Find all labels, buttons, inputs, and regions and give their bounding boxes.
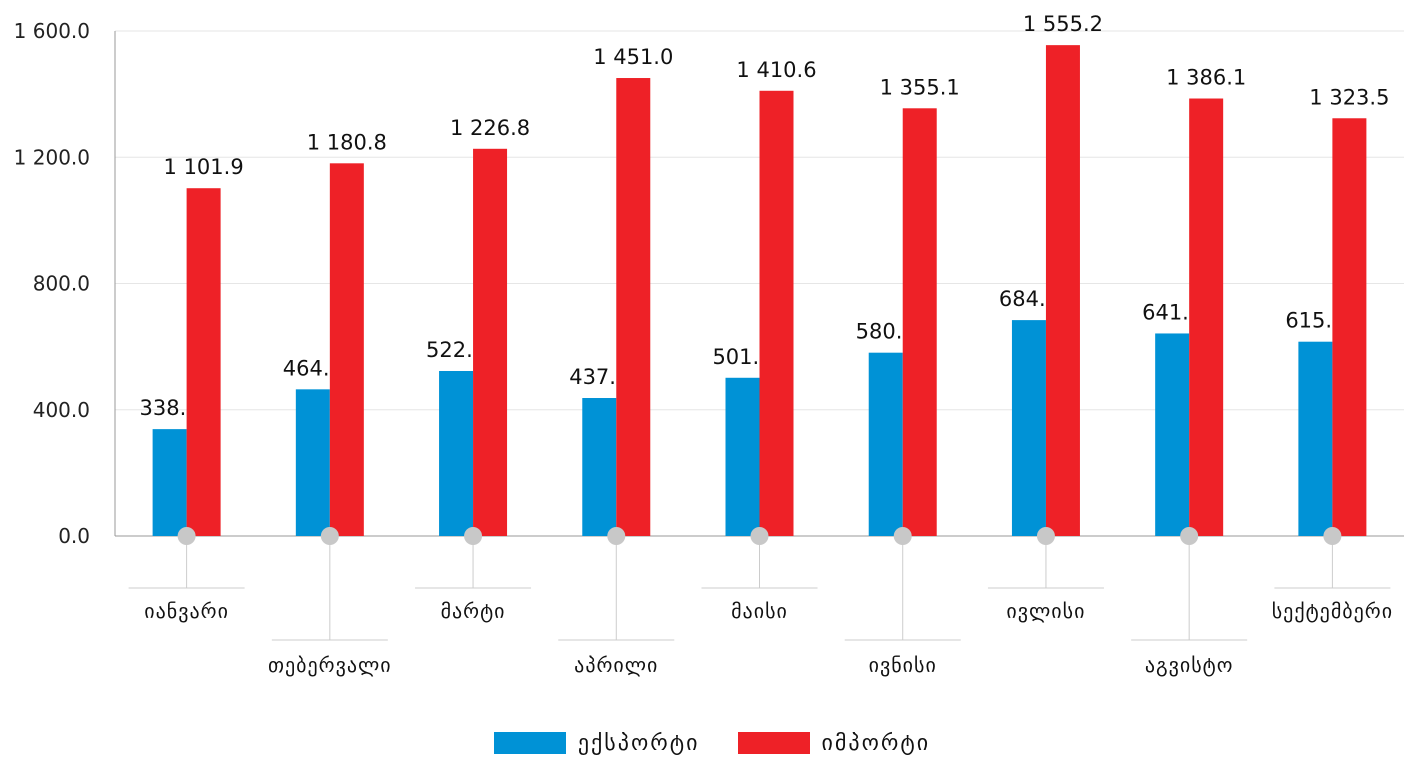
category-label: იანვარი: [144, 599, 229, 623]
data-label-import: 1 386.1: [1166, 66, 1246, 90]
category-marker: [750, 527, 769, 545]
y-tick-label: 0.0: [58, 524, 90, 548]
bar-import: [186, 188, 221, 536]
data-label-import: 1 226.8: [450, 116, 530, 140]
data-label-import: 1 451.0: [593, 45, 673, 69]
bar-export: [1298, 341, 1333, 536]
y-tick-label: 800.0: [33, 272, 90, 296]
legend: ექსპორტი იმპორტი: [0, 726, 1424, 760]
category-label: მაისი: [731, 599, 788, 623]
data-label-import: 1 555.2: [1023, 12, 1103, 36]
legend-item-import[interactable]: იმპორტი: [737, 730, 931, 756]
legend-item-export[interactable]: ექსპორტი: [493, 730, 700, 756]
bar-import: [1332, 118, 1367, 536]
category-label: მარტი: [441, 599, 506, 623]
category-label: სექტემბერი: [1272, 599, 1393, 623]
legend-swatch-export: [493, 732, 566, 754]
category-marker: [607, 527, 626, 545]
category-label: თებერვალი: [268, 653, 392, 677]
y-tick-label: 1 200.0: [14, 145, 90, 169]
bar-import: [1189, 98, 1224, 537]
bar-export: [295, 389, 330, 536]
category-label: ივლისი: [1006, 599, 1085, 623]
bar-export: [1011, 320, 1046, 536]
category-label: აგვისტო: [1145, 653, 1234, 677]
category-marker: [320, 527, 339, 545]
bar-export: [1155, 333, 1190, 536]
data-label-import: 1 355.1: [880, 75, 960, 99]
category-marker: [1323, 527, 1342, 545]
category-marker: [893, 527, 912, 545]
bar-export: [725, 377, 760, 536]
y-tick-label: 1 600.0: [14, 19, 90, 43]
data-label-import: 1 180.8: [307, 130, 387, 154]
bar-import: [616, 78, 651, 536]
bar-import: [759, 90, 794, 537]
legend-label-export: ექსპორტი: [577, 730, 700, 756]
bar-import: [902, 108, 937, 536]
category-marker: [177, 527, 196, 545]
bar-export: [439, 370, 474, 536]
category-marker: [464, 527, 483, 545]
bar-export: [152, 429, 187, 536]
bar-export: [868, 352, 903, 536]
category-marker: [1036, 527, 1055, 545]
data-label-import: 1 410.6: [736, 58, 816, 82]
y-tick-label: 400.0: [33, 398, 90, 422]
bar-import: [1045, 45, 1080, 536]
bar-export: [582, 398, 617, 536]
data-label-import: 1 101.9: [164, 155, 244, 179]
category-label: ივნისი: [869, 653, 937, 677]
legend-label-import: იმპორტი: [821, 730, 931, 756]
legend-swatch-import: [737, 732, 810, 754]
bar-import: [329, 163, 364, 536]
bar-import: [473, 148, 508, 536]
category-marker: [1180, 527, 1199, 545]
data-label-import: 1 323.5: [1309, 85, 1389, 109]
category-label: აპრილი: [574, 653, 658, 677]
